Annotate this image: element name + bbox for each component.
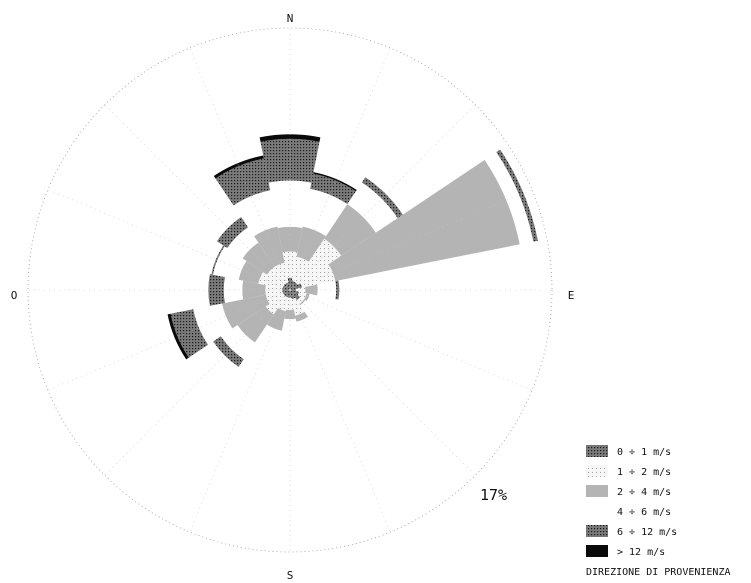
sector-se-class-3	[299, 299, 306, 306]
sector-wsw-class-6	[167, 313, 189, 360]
sector-nne-class-5	[310, 173, 356, 205]
sector-ese-class-2	[297, 291, 307, 300]
legend-label-1: 0 ÷ 1 m/s	[617, 447, 671, 458]
legend-label-3: 2 ÷ 4 m/s	[617, 487, 671, 498]
spoke-ssw	[189, 289, 291, 533]
spoke-ne	[289, 104, 476, 291]
compass-north-label: N	[287, 12, 294, 25]
legend-swatch-3	[586, 485, 608, 497]
legend-swatch-1	[586, 445, 608, 457]
sector-wnw-class-3	[238, 260, 264, 284]
sector-ene-class-2	[300, 264, 336, 288]
sector-wsw-class-1	[282, 290, 290, 295]
legend-label-6: > 12 m/s	[617, 547, 665, 558]
sector-wnw-class-5	[211, 245, 225, 275]
sector-e-class-3	[305, 284, 318, 296]
spoke-nne	[289, 47, 391, 291]
spoke-wnw	[47, 189, 291, 291]
sector-e-class-1	[290, 288, 297, 292]
sector-s-class-3	[284, 309, 296, 320]
sector-se-class-2	[296, 296, 305, 305]
sector-wnw-class-2	[258, 272, 284, 289]
spoke-nw	[104, 104, 291, 291]
sector-nw-class-5	[216, 216, 249, 249]
sector-sse-class-2	[291, 297, 305, 316]
sector-ene-class-5	[496, 149, 538, 242]
sector-sw-class-4	[220, 325, 255, 360]
sector-se-class-4	[300, 300, 307, 307]
sector-sw-class-1	[283, 290, 290, 297]
sector-nnw-class-2	[274, 262, 289, 284]
sector-wsw-class-2	[265, 291, 284, 304]
spoke-ene	[289, 189, 533, 291]
sector-wsw-class-3	[221, 294, 270, 329]
sector-w-class-4	[223, 277, 244, 303]
sector-ne-class-2	[295, 238, 342, 285]
sector-sse-class-3	[295, 311, 308, 322]
legend-label-5: 6 ÷ 12 m/s	[617, 527, 677, 538]
legend-swatch-4	[586, 505, 608, 517]
legend-label-4: 4 ÷ 6 m/s	[617, 507, 671, 518]
sector-nw-class-4	[227, 227, 259, 259]
compass-south-label: S	[287, 569, 294, 582]
sector-sse-class-4	[296, 316, 309, 324]
sector-w-class-5	[208, 274, 226, 306]
spoke-ese	[289, 289, 533, 391]
legend-swatch-5	[586, 525, 608, 537]
sector-ene-class-1	[290, 283, 303, 290]
sector-e-class-5	[335, 280, 340, 300]
spoke-sse	[289, 289, 391, 533]
legend: 0 ÷ 1 m/s 1 ÷ 2 m/s 2 ÷ 4 m/s 4 ÷ 6 m/s 6 ÷ …	[586, 445, 677, 558]
sector-s-class-4	[282, 318, 298, 327]
sector-nne-class-1	[290, 280, 296, 290]
sector-ssw-class-1	[285, 290, 290, 298]
sector-e-class-4	[317, 280, 337, 300]
sector-n-class-6	[259, 134, 321, 142]
sector-nnw-class-6	[213, 155, 264, 179]
sector-wnw-class-1	[282, 285, 290, 290]
compass-west-label: O	[11, 289, 18, 302]
sector-s-class-2	[286, 297, 294, 311]
sector-wnw-class-4	[212, 246, 247, 280]
direction-footer-label: DIREZIONE DI PROVENIENZA	[586, 567, 731, 578]
sector-nnw-class-1	[285, 282, 290, 290]
sector-ene-class-4	[484, 152, 534, 245]
legend-label-2: 1 ÷ 2 m/s	[617, 467, 671, 478]
sector-sse-class-1	[290, 290, 296, 300]
outer-ring	[27, 27, 553, 553]
spoke-se	[289, 289, 476, 476]
sector-nnw-class-5	[215, 158, 271, 206]
legend-swatch-6	[586, 545, 608, 557]
sector-ese-class-1	[290, 290, 300, 296]
sector-nne-class-4	[302, 188, 348, 237]
sector-ne-class-4	[347, 182, 398, 233]
sector-nne-class-6	[313, 172, 357, 192]
sector-s-class-1	[288, 290, 292, 298]
sector-ssw-class-4	[265, 324, 282, 334]
sector-ne-class-3	[324, 204, 376, 256]
legend-swatch-2	[586, 465, 608, 477]
sector-nw-class-1	[283, 283, 290, 290]
sector-n-class-5	[260, 138, 320, 183]
compass-east-label: E	[568, 289, 575, 302]
spoke-sw	[104, 289, 291, 476]
sector-nnw-class-3	[254, 226, 285, 267]
sector-w-class-1	[282, 288, 290, 292]
sector-ssw-class-3	[266, 307, 286, 331]
max-ring-label: 17%	[480, 486, 507, 504]
spoke-nnw	[189, 47, 291, 291]
sector-w-class-2	[265, 285, 283, 295]
sector-sw-class-5	[213, 336, 244, 367]
sector-ene-class-3	[328, 159, 520, 281]
sector-wsw-class-4	[193, 303, 233, 345]
sector-wsw-class-5	[170, 309, 208, 358]
sector-nne-class-3	[296, 226, 326, 262]
sector-nnw-class-4	[233, 190, 278, 237]
spoke-wsw	[47, 289, 291, 391]
sector-ese-class-3	[304, 293, 310, 302]
sector-n-class-1	[287, 277, 293, 290]
